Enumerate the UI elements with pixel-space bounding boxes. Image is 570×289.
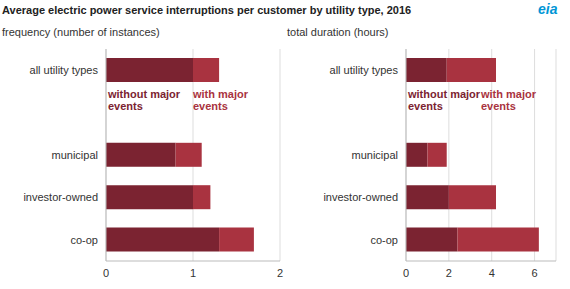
svg-text:0: 0 bbox=[403, 267, 409, 279]
svg-text:municipal: municipal bbox=[352, 149, 398, 161]
svg-text:all utility types: all utility types bbox=[30, 64, 99, 76]
svg-text:2: 2 bbox=[277, 267, 283, 279]
html-text:without major events: without major events bbox=[108, 88, 181, 112]
html-text:eia: eia bbox=[538, 1, 558, 17]
html-text:with major events: with major events bbox=[481, 88, 536, 112]
html-text:frequency (number of instances: frequency (number of instances) bbox=[2, 26, 160, 38]
svg-text:investor-owned: investor-owned bbox=[323, 191, 398, 203]
svg-text:4: 4 bbox=[489, 267, 495, 279]
html-text:with major events: with major events bbox=[193, 88, 248, 112]
svg-text:6: 6 bbox=[532, 267, 538, 279]
html-text:without major events: without major events bbox=[408, 88, 481, 112]
svg-text:investor-owned: investor-owned bbox=[23, 191, 98, 203]
svg-text:2: 2 bbox=[446, 267, 452, 279]
svg-text:1: 1 bbox=[190, 267, 196, 279]
svg-text:co-op: co-op bbox=[370, 234, 398, 246]
svg-text:all utility types: all utility types bbox=[330, 64, 399, 76]
html-text:Average electric power service: Average electric power service interrupt… bbox=[2, 4, 412, 16]
svg-text:0: 0 bbox=[103, 267, 109, 279]
html-text:total duration (hours): total duration (hours) bbox=[287, 26, 389, 38]
svg-text:co-op: co-op bbox=[70, 234, 98, 246]
svg-text:municipal: municipal bbox=[52, 149, 98, 161]
